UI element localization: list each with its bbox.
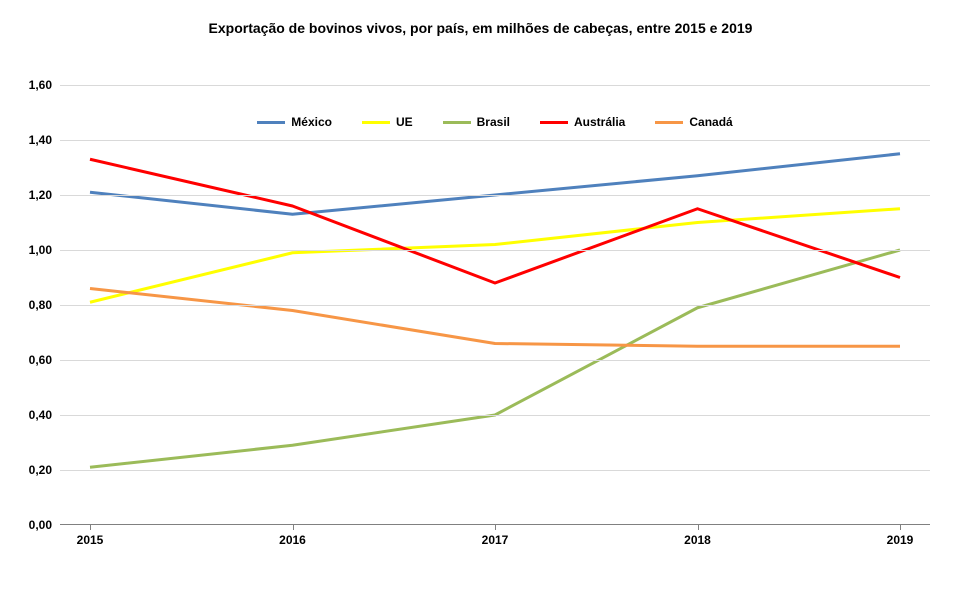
y-axis-label: 0,60 — [29, 353, 52, 367]
gridline — [60, 250, 930, 251]
gridline — [60, 305, 930, 306]
series-line — [90, 289, 900, 347]
gridline — [60, 415, 930, 416]
series-line — [90, 154, 900, 215]
y-axis-label: 1,40 — [29, 133, 52, 147]
chart-title: Exportação de bovinos vivos, por país, e… — [0, 20, 961, 36]
y-axis-label: 1,20 — [29, 188, 52, 202]
x-tick — [900, 525, 901, 530]
chart-container: Exportação de bovinos vivos, por país, e… — [0, 0, 961, 594]
y-axis-label: 0,20 — [29, 463, 52, 477]
gridline — [60, 195, 930, 196]
y-axis-label: 0,80 — [29, 298, 52, 312]
gridline — [60, 470, 930, 471]
x-tick — [293, 525, 294, 530]
gridline — [60, 360, 930, 361]
series-line — [90, 209, 900, 303]
x-tick — [698, 525, 699, 530]
x-tick — [90, 525, 91, 530]
y-axis-label: 0,00 — [29, 518, 52, 532]
series-line — [90, 159, 900, 283]
x-axis-label: 2016 — [279, 533, 306, 547]
gridline — [60, 140, 930, 141]
y-axis-label: 1,00 — [29, 243, 52, 257]
y-axis-label: 0,40 — [29, 408, 52, 422]
gridline — [60, 85, 930, 86]
x-axis-label: 2018 — [684, 533, 711, 547]
y-axis-label: 1,60 — [29, 78, 52, 92]
x-axis-label: 2015 — [77, 533, 104, 547]
x-tick — [495, 525, 496, 530]
x-axis-label: 2019 — [887, 533, 914, 547]
plot-area: MéxicoUEBrasilAustráliaCanadá 0,000,200,… — [60, 85, 930, 525]
x-axis-label: 2017 — [482, 533, 509, 547]
